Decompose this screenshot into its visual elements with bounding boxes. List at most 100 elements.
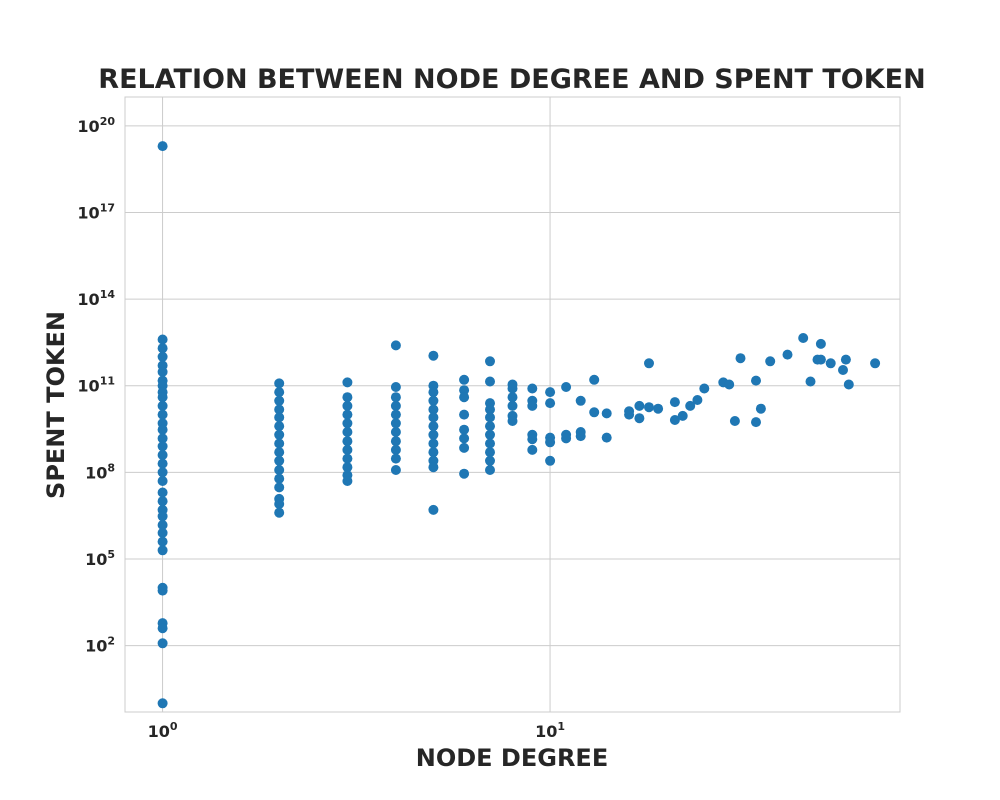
data-point <box>342 462 353 473</box>
data-point <box>507 416 518 426</box>
data-point <box>390 382 401 392</box>
data-point <box>274 465 285 475</box>
data-point <box>485 404 495 415</box>
x-tick-labels: 100 101 <box>148 720 565 741</box>
data-point <box>157 527 168 538</box>
data-point <box>342 453 353 464</box>
data-point <box>342 377 353 388</box>
data-point <box>157 623 168 634</box>
data-point <box>157 487 168 498</box>
data-point <box>390 400 401 411</box>
data-point <box>342 418 353 429</box>
data-point <box>390 453 401 464</box>
data-point <box>428 412 439 423</box>
data-point <box>624 409 635 420</box>
data-point <box>485 447 495 458</box>
data-point <box>157 638 168 649</box>
data-point <box>157 536 168 547</box>
data-point <box>751 417 761 428</box>
data-point <box>157 545 168 556</box>
data-point <box>755 403 766 414</box>
data-point <box>428 462 439 473</box>
data-point <box>342 392 353 403</box>
data-point <box>428 395 439 406</box>
data-point <box>390 340 401 351</box>
data-point <box>390 418 401 429</box>
data-point <box>782 349 793 360</box>
data-point <box>527 434 538 445</box>
data-point <box>274 438 285 449</box>
data-point <box>274 387 285 398</box>
data-point <box>485 465 495 475</box>
data-point <box>428 447 439 458</box>
data-point <box>157 400 168 411</box>
data-point <box>634 413 645 424</box>
plot-frame <box>124 96 901 713</box>
data-point <box>459 433 470 444</box>
data-point <box>589 374 600 385</box>
y-tick-labels: 102 105 108 1011 1014 1017 1020 <box>77 115 115 656</box>
data-point <box>765 356 776 367</box>
data-point <box>274 455 285 466</box>
data-point <box>825 358 836 369</box>
y-tick-label: 1017 <box>77 201 115 222</box>
data-point <box>724 379 735 390</box>
x-tick-label: 101 <box>535 720 565 741</box>
data-point <box>798 333 809 343</box>
data-point <box>870 358 881 369</box>
data-point <box>485 376 495 387</box>
data-point <box>601 432 612 443</box>
data-point <box>157 458 168 469</box>
y-tick-label: 1020 <box>77 115 115 136</box>
data-points <box>157 141 881 709</box>
data-point <box>527 383 538 394</box>
data-point <box>545 455 556 466</box>
data-point <box>157 467 168 478</box>
data-point <box>575 431 586 442</box>
data-point <box>274 412 285 423</box>
data-point <box>157 424 168 435</box>
data-point <box>390 436 401 447</box>
data-point <box>390 465 401 475</box>
data-point <box>677 410 688 421</box>
data-point <box>428 438 439 449</box>
data-point <box>157 450 168 460</box>
data-point <box>644 358 654 369</box>
data-point <box>653 403 664 414</box>
data-point <box>157 409 168 420</box>
y-tick-label: 108 <box>85 461 115 482</box>
data-point <box>157 351 168 362</box>
data-point <box>274 499 285 509</box>
data-point <box>545 437 556 448</box>
data-point <box>485 356 495 367</box>
data-point <box>428 404 439 415</box>
data-point <box>428 429 439 440</box>
data-point <box>589 407 600 418</box>
data-point <box>459 442 470 453</box>
data-point <box>735 353 746 364</box>
data-point <box>815 354 826 365</box>
data-point <box>843 379 854 390</box>
data-point <box>561 433 572 444</box>
data-point <box>838 365 848 375</box>
data-point <box>669 397 680 408</box>
data-point <box>274 447 285 458</box>
data-point <box>157 392 168 403</box>
data-point <box>699 383 710 394</box>
data-point <box>485 455 495 466</box>
data-point <box>342 444 353 455</box>
data-point <box>561 382 572 392</box>
data-point <box>459 409 470 420</box>
data-point <box>157 496 168 507</box>
data-point <box>692 395 703 405</box>
data-point <box>459 424 470 435</box>
data-point <box>485 421 495 432</box>
data-point <box>157 476 168 486</box>
data-point <box>601 408 612 419</box>
data-point <box>485 429 495 440</box>
data-point <box>274 404 285 415</box>
data-point <box>157 366 168 377</box>
data-point <box>157 698 168 709</box>
data-point <box>459 468 470 479</box>
y-tick-label: 102 <box>85 635 115 656</box>
